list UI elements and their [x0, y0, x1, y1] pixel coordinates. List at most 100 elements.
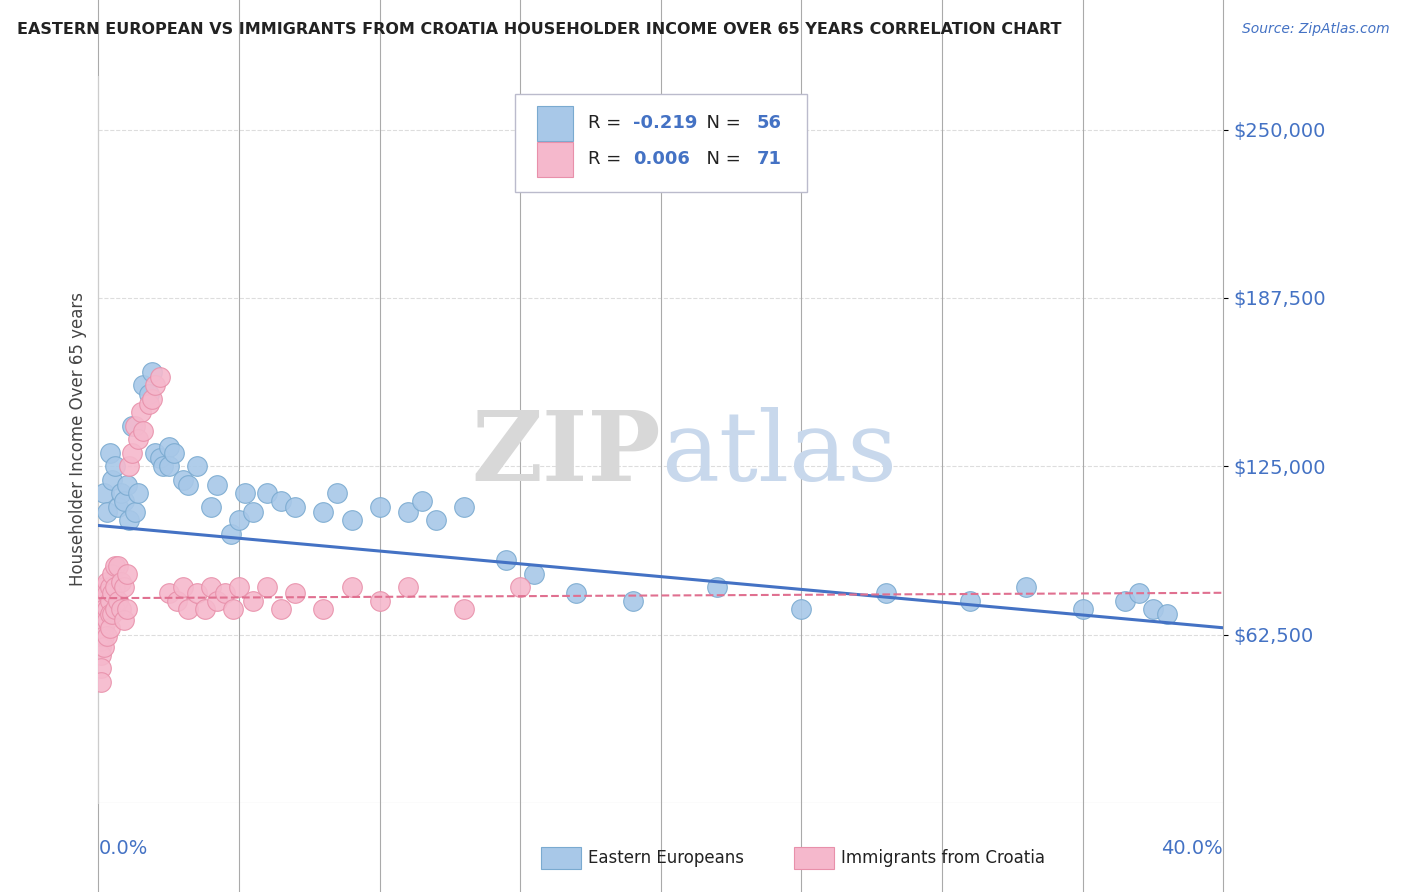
Point — [127, 432, 149, 446]
Point — [340, 513, 363, 527]
Point — [270, 494, 292, 508]
Point — [706, 581, 728, 595]
Point — [93, 621, 115, 635]
Point — [242, 505, 264, 519]
Point — [115, 566, 138, 581]
Point — [104, 581, 127, 595]
Point — [138, 397, 160, 411]
Point — [200, 500, 222, 514]
Point — [200, 581, 222, 595]
Point — [107, 500, 129, 514]
Point — [1142, 602, 1164, 616]
Text: 71: 71 — [756, 151, 782, 169]
Point — [104, 558, 127, 573]
Y-axis label: Householder Income Over 65 years: Householder Income Over 65 years — [69, 293, 87, 586]
Point — [242, 594, 264, 608]
Text: EASTERN EUROPEAN VS IMMIGRANTS FROM CROATIA HOUSEHOLDER INCOME OVER 65 YEARS COR: EASTERN EUROPEAN VS IMMIGRANTS FROM CROA… — [17, 22, 1062, 37]
Point — [411, 494, 433, 508]
Point — [959, 594, 981, 608]
Point — [90, 629, 112, 643]
Point — [425, 513, 447, 527]
Point — [90, 648, 112, 662]
Point — [112, 581, 135, 595]
Point — [98, 581, 121, 595]
Point — [368, 500, 391, 514]
Point — [186, 586, 208, 600]
Point — [90, 674, 112, 689]
Point — [138, 386, 160, 401]
Point — [93, 629, 115, 643]
Point — [312, 602, 335, 616]
Point — [396, 505, 419, 519]
Point — [177, 602, 200, 616]
Point — [90, 661, 112, 675]
Point — [104, 602, 127, 616]
Text: Eastern Europeans: Eastern Europeans — [588, 849, 744, 867]
FancyBboxPatch shape — [515, 94, 807, 192]
Point — [90, 634, 112, 648]
Point — [90, 621, 112, 635]
Point — [118, 513, 141, 527]
Point — [107, 594, 129, 608]
Point — [152, 459, 174, 474]
Point — [495, 553, 517, 567]
Point — [157, 586, 180, 600]
Point — [90, 607, 112, 622]
Text: 0.0%: 0.0% — [98, 839, 148, 858]
Point — [93, 613, 115, 627]
Text: N =: N = — [695, 151, 747, 169]
Point — [1156, 607, 1178, 622]
Point — [875, 586, 897, 600]
Text: N =: N = — [695, 114, 747, 132]
Point — [98, 594, 121, 608]
Point — [149, 370, 172, 384]
Point — [101, 566, 124, 581]
Point — [284, 500, 307, 514]
Text: 40.0%: 40.0% — [1161, 839, 1223, 858]
Point — [124, 505, 146, 519]
Point — [121, 418, 143, 433]
Point — [124, 418, 146, 433]
Point — [110, 486, 132, 500]
Point — [93, 602, 115, 616]
Point — [98, 607, 121, 622]
Point — [143, 378, 166, 392]
Point — [1071, 602, 1094, 616]
Point — [101, 586, 124, 600]
Point — [621, 594, 644, 608]
Point — [523, 566, 546, 581]
Bar — [537, 105, 574, 141]
Point — [112, 494, 135, 508]
Point — [284, 586, 307, 600]
Point — [118, 459, 141, 474]
Point — [104, 459, 127, 474]
Point — [98, 621, 121, 635]
Point — [186, 459, 208, 474]
Point — [132, 378, 155, 392]
Point — [141, 365, 163, 379]
Text: -0.219: -0.219 — [633, 114, 697, 132]
Point — [312, 505, 335, 519]
Point — [127, 486, 149, 500]
Point — [177, 478, 200, 492]
Point — [1015, 581, 1038, 595]
Point — [121, 446, 143, 460]
Point — [205, 478, 228, 492]
Text: atlas: atlas — [661, 407, 897, 500]
Point — [115, 602, 138, 616]
Point — [157, 459, 180, 474]
Point — [222, 602, 245, 616]
Point — [453, 602, 475, 616]
Point — [1128, 586, 1150, 600]
Point — [90, 640, 112, 654]
Point — [194, 602, 217, 616]
Point — [90, 594, 112, 608]
Point — [453, 500, 475, 514]
Point — [340, 581, 363, 595]
Point — [219, 526, 242, 541]
Point — [396, 581, 419, 595]
Point — [205, 594, 228, 608]
Point — [172, 581, 194, 595]
Point — [256, 581, 278, 595]
Point — [96, 505, 118, 519]
